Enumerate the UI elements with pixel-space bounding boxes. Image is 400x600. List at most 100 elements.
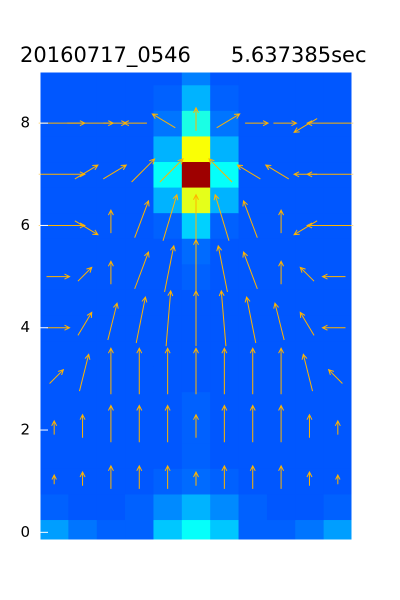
field-cell <box>210 135 240 163</box>
field-cell <box>323 519 352 540</box>
vector-arrow <box>107 404 114 443</box>
vector-arrow <box>164 404 171 443</box>
field-cell <box>295 289 325 316</box>
vector-arrow <box>216 244 228 293</box>
field-cell <box>96 442 126 469</box>
field-cell <box>125 289 154 316</box>
vector-arrow <box>193 106 199 131</box>
field-cell <box>181 84 211 111</box>
vector-arrow <box>299 311 315 336</box>
field-cell <box>266 135 296 163</box>
field-cell <box>181 135 211 163</box>
field-cell <box>295 72 325 86</box>
vector-arrow <box>193 470 199 486</box>
field-cell <box>323 289 352 316</box>
vector-arrow <box>242 250 258 290</box>
field-cell <box>125 519 154 540</box>
field-cell <box>266 289 296 316</box>
vector-arrow <box>79 413 86 438</box>
field-cell <box>40 340 69 367</box>
axes: 0 2 4 6 8 <box>20 71 353 541</box>
field-cell <box>210 289 240 316</box>
field-cell <box>153 84 183 111</box>
field-cell <box>266 519 296 540</box>
field-cell <box>153 238 183 265</box>
field-cell <box>295 519 325 540</box>
field-cell <box>238 493 268 521</box>
vector-arrow <box>306 413 313 438</box>
vector-arrow <box>306 470 313 486</box>
field-cell <box>68 135 98 163</box>
field-cell <box>295 187 325 214</box>
field-cell <box>238 238 268 265</box>
vector-arrow <box>102 164 128 180</box>
field-cell <box>125 493 154 521</box>
field-cell <box>323 84 352 111</box>
field-cell <box>153 72 183 86</box>
field-cell <box>323 238 352 265</box>
field-cell <box>96 84 126 111</box>
vector-arrow <box>46 324 71 331</box>
vector-arrow <box>134 250 150 290</box>
field-cell <box>96 135 126 163</box>
vector-arrow <box>306 120 354 127</box>
vector-arrow <box>164 347 171 395</box>
field-cell <box>181 493 211 521</box>
vector-arrow <box>335 473 341 485</box>
field-cell <box>210 187 240 214</box>
field-cell <box>295 391 325 418</box>
vector-arrow <box>193 347 199 395</box>
y-tick-label: 2 <box>20 421 30 439</box>
y-tick-label: 6 <box>20 216 30 234</box>
vector-arrow <box>78 353 91 392</box>
vector-arrow <box>249 464 256 489</box>
vector-arrow <box>136 404 143 443</box>
vector-arrow <box>242 199 258 238</box>
vector-arrow <box>107 208 114 234</box>
vector-arrow <box>306 171 354 178</box>
field-cell <box>125 187 154 214</box>
vector-arrow <box>159 158 184 183</box>
vector-arrow <box>264 164 290 180</box>
field-cell <box>40 238 69 265</box>
field-cell <box>125 442 154 469</box>
field-cell <box>68 442 98 469</box>
vector-arrow <box>151 113 176 129</box>
field-cell <box>238 289 268 316</box>
field-cell <box>153 442 183 469</box>
vector-arrow <box>107 464 114 489</box>
field-cell <box>238 72 268 86</box>
vector-arrow <box>193 413 199 438</box>
vector-arrow <box>216 113 241 129</box>
vector-arrow <box>135 295 148 344</box>
field-cell <box>295 340 325 367</box>
field-cell <box>238 442 268 469</box>
field-cell <box>266 493 296 521</box>
field-cell <box>210 238 240 265</box>
field-cell <box>323 391 352 418</box>
field-cell <box>323 493 352 521</box>
field-cell <box>238 84 268 111</box>
vector-arrow <box>162 193 179 241</box>
field-cell <box>68 187 98 214</box>
y-tick-label: 4 <box>20 318 30 336</box>
field-cell <box>266 187 296 214</box>
field-cell <box>295 135 325 163</box>
field-cell <box>295 84 325 111</box>
vector-arrow <box>334 419 341 435</box>
vector-arrow <box>249 347 256 395</box>
field-cell <box>68 72 98 86</box>
vector-arrow <box>236 164 261 180</box>
field-cell <box>40 187 69 214</box>
field-cell <box>40 519 69 540</box>
vector-arrow <box>77 311 93 336</box>
field-cell <box>153 519 183 540</box>
field-cell <box>40 135 69 163</box>
field-cell <box>295 493 325 521</box>
vector-arrow <box>273 302 285 341</box>
vector-arrow <box>136 347 143 395</box>
field-cell <box>125 84 154 111</box>
field-cell <box>96 187 126 214</box>
vector-arrow <box>278 208 285 234</box>
